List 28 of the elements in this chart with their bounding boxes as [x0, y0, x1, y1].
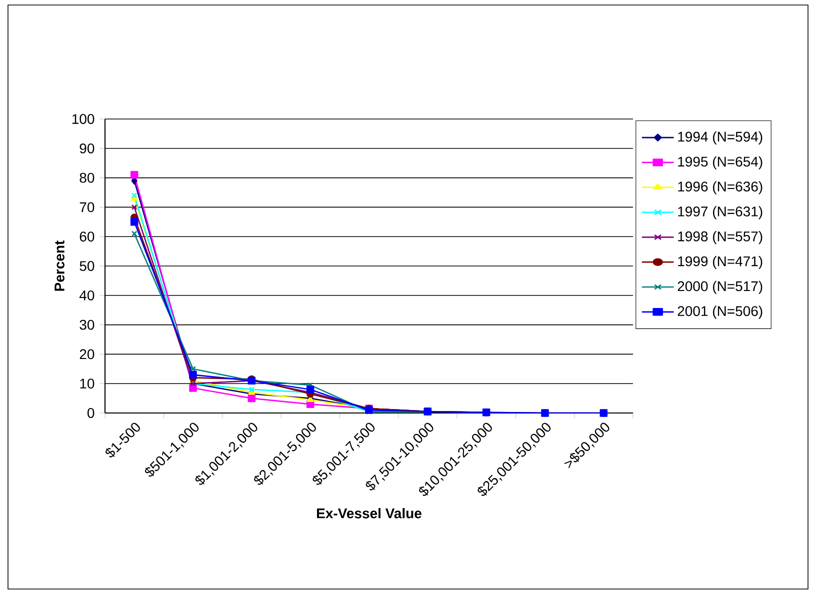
legend-label: 1998 (N=557)	[678, 231, 762, 244]
y-tick-label: 100	[72, 114, 94, 124]
legend-label: 1996 (N=636)	[678, 181, 762, 194]
y-tick-label: 30	[80, 320, 94, 330]
y-tick-label: 90	[80, 143, 94, 154]
legend-label: 2000 (N=517)	[678, 280, 762, 294]
point	[130, 218, 138, 226]
legend-label: 1994 (N=594)	[678, 131, 762, 144]
point	[248, 394, 256, 402]
point	[189, 370, 197, 379]
legend-label: 1997 (N=631)	[678, 206, 762, 220]
x-axis-title: Ex-Vessel Value	[317, 508, 422, 518]
legend-label: 1995 (N=654)	[678, 156, 762, 170]
y-tick-label: 10	[80, 378, 94, 389]
y-tick-label: 40	[79, 290, 94, 300]
point	[130, 170, 138, 179]
point	[306, 386, 314, 394]
y-tick-label: 50	[80, 261, 94, 271]
y-tick-label: 60	[80, 232, 94, 242]
y-axis-title: Percent	[54, 240, 64, 291]
point	[248, 386, 255, 392]
y-tick-label: 70	[80, 202, 94, 212]
y-tick-label: 0	[87, 408, 94, 418]
legend-label: 2001 (N=506)	[678, 306, 762, 319]
y-tick-label: 80	[80, 172, 94, 183]
y-tick-label: 20	[80, 349, 94, 360]
point	[189, 384, 197, 392]
legend-label: 1999 (N=471)	[678, 256, 762, 270]
